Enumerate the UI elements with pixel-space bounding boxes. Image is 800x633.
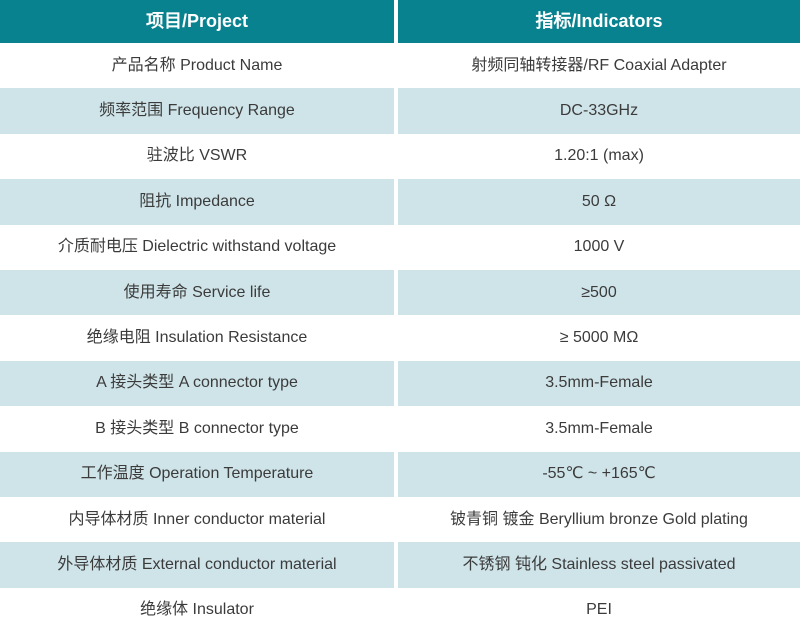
table-row: 绝缘体 Insulator PEI [0,587,800,633]
project-cell: 内导体材质 Inner conductor material [0,496,394,543]
indicator-cell: DC-33GHz [398,88,800,134]
indicator-cell: 50 Ω [398,179,800,225]
indicator-cell: 不锈钢 钝化 Stainless steel passivated [398,542,800,588]
project-cell: 产品名称 Product Name [0,43,394,89]
project-cell: A 接头类型 A connector type [0,360,394,407]
indicator-cell: ≥500 [398,269,800,316]
header-cell-indicators: 指标/Indicators [398,0,800,43]
table-row: 产品名称 Product Name 射频同轴转接器/RF Coaxial Ada… [0,43,800,89]
table-row: B 接头类型 B connector type 3.5mm-Female [0,406,800,452]
project-cell: 绝缘体 Insulator [0,587,394,633]
project-cell: B 接头类型 B connector type [0,406,394,452]
project-cell: 驻波比 VSWR [0,133,394,180]
table-row: 内导体材质 Inner conductor material 铍青铜 镀金 Be… [0,496,800,543]
table-row: 工作温度 Operation Temperature -55℃ ~ +165℃ [0,451,800,497]
indicator-cell: -55℃ ~ +165℃ [398,451,800,497]
project-cell: 工作温度 Operation Temperature [0,451,394,497]
project-cell: 介质耐电压 Dielectric withstand voltage [0,224,394,270]
table-row: A 接头类型 A connector type 3.5mm-Female [0,360,800,407]
table-row: 外导体材质 External conductor material 不锈钢 钝化… [0,542,800,588]
project-cell: 阻抗 Impedance [0,179,394,225]
indicator-cell: 3.5mm-Female [398,406,800,452]
indicator-cell: 1000 V [398,224,800,270]
indicator-cell: 铍青铜 镀金 Beryllium bronze Gold plating [398,496,800,543]
table-header-row: 项目/Project 指标/Indicators [0,0,800,43]
header-cell-project: 项目/Project [0,0,394,43]
indicator-cell: PEI [398,587,800,633]
table-row: 使用寿命 Service life ≥500 [0,269,800,316]
project-cell: 绝缘电阻 Insulation Resistance [0,315,394,361]
table-row: 阻抗 Impedance 50 Ω [0,179,800,225]
project-cell: 使用寿命 Service life [0,269,394,316]
table-row: 介质耐电压 Dielectric withstand voltage 1000 … [0,224,800,270]
table-row: 驻波比 VSWR 1.20:1 (max) [0,133,800,180]
table-row: 频率范围 Frequency Range DC-33GHz [0,88,800,134]
indicator-cell: 1.20:1 (max) [398,133,800,180]
table-body: 产品名称 Product Name 射频同轴转接器/RF Coaxial Ada… [0,43,800,633]
indicator-cell: 3.5mm-Female [398,360,800,407]
indicator-cell: ≥ 5000 MΩ [398,315,800,361]
table-row: 绝缘电阻 Insulation Resistance ≥ 5000 MΩ [0,315,800,361]
project-cell: 外导体材质 External conductor material [0,542,394,588]
indicator-cell: 射频同轴转接器/RF Coaxial Adapter [398,43,800,89]
project-cell: 频率范围 Frequency Range [0,88,394,134]
